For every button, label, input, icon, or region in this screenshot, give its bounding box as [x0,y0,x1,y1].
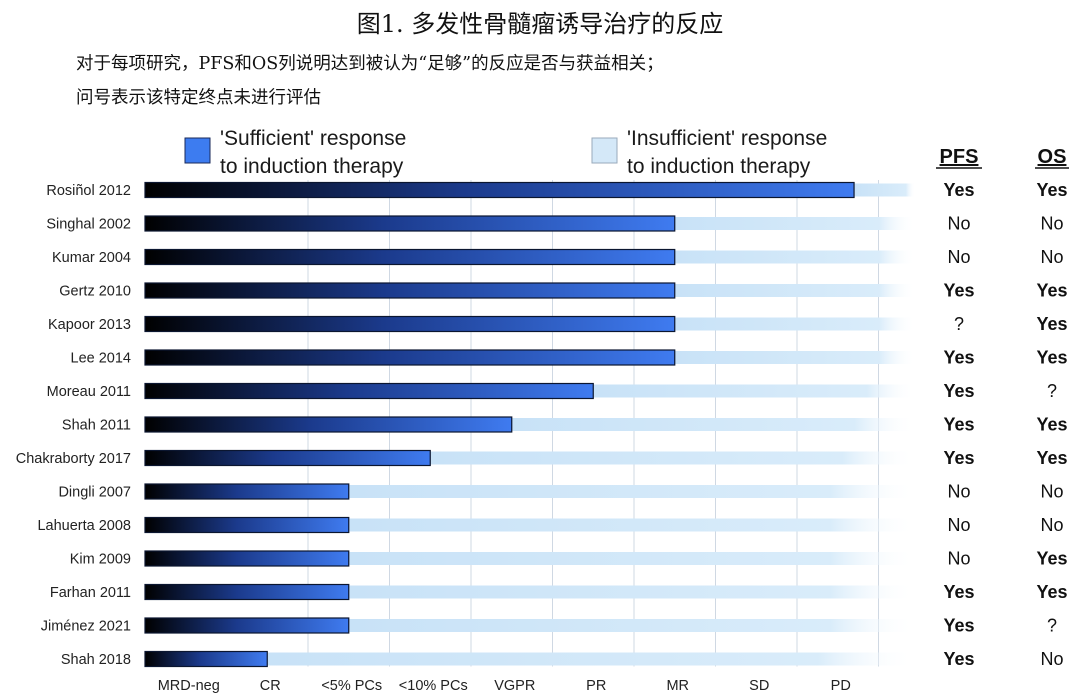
pfs-value: Yes [943,348,974,368]
bar-insufficient [854,183,915,197]
tick-label: PD [831,678,851,694]
legend: 'Sufficient' response to induction thera… [184,127,827,178]
page-title: 图1. 多发性骨髓瘤诱导治疗的反应 [356,10,724,38]
bar-sufficient [144,650,268,668]
bar-sufficient [144,583,350,601]
study-label: Shah 2011 [62,418,131,434]
tick-label: MRD-neg [158,678,220,694]
bar-insufficient [511,418,915,431]
bar-insufficient [348,585,915,599]
study-label: Farhan 2011 [50,585,131,601]
tick-label: CR [260,678,281,694]
bar-sufficient [144,550,350,567]
os-value: Yes [1036,314,1067,334]
subtitle-line-1: 对于每项研究，PFS和OS列说明达到被认为“足够”的反应是否与获益相关； [76,54,664,74]
pfs-value: No [947,214,970,234]
study-label: Rosiñol 2012 [46,183,131,199]
os-value: Yes [1036,549,1067,569]
pfs-value: No [947,549,970,569]
pfs-value: Yes [943,448,974,468]
study-label: Kumar 2004 [52,250,131,266]
os-value: Yes [1036,448,1067,468]
subtitle-line-2: 问号表示该特定终点未进行评估 [76,88,321,108]
pfs-value: Yes [943,381,974,401]
legend-swatch-sufficient [184,137,211,164]
bar-sufficient [144,215,676,232]
study-label: Shah 2018 [61,652,131,668]
study-label: Chakraborty 2017 [16,451,131,467]
legend-swatch-insufficient [591,137,618,164]
bar-sufficient [144,483,350,500]
os-value: Yes [1036,348,1067,368]
bar-insufficient [674,217,915,230]
bar-sufficient [144,449,431,467]
pfs-value: No [947,247,970,267]
column-header-os: OS [1038,146,1067,168]
pfs-value: Yes [943,582,974,602]
pfs-value: Yes [943,649,974,669]
study-rows: Rosiñol 2012 Yes Yes Singhal 2002 No No Kumar … [16,180,1068,669]
pfs-value: Yes [943,180,974,200]
bar-insufficient [430,451,915,465]
bar-insufficient [348,518,915,532]
bar-insufficient [348,485,915,498]
study-label: Jiménez 2021 [41,619,131,635]
pfs-value: No [947,515,970,535]
legend-insufficient-line1: 'Insufficient' response [627,127,827,150]
pfs-value: Yes [943,616,974,636]
os-value: Yes [1036,180,1067,200]
study-label: Moreau 2011 [47,384,131,400]
legend-sufficient-line2: to induction therapy [220,155,404,178]
study-label: Kapoor 2013 [48,317,131,333]
os-value: Yes [1036,415,1067,435]
bar-sufficient [144,617,350,634]
tick-label: VGPR [494,678,535,694]
os-value: Yes [1036,281,1067,301]
os-value: ? [1047,616,1057,636]
os-value: No [1040,247,1063,267]
bar-sufficient [144,181,855,199]
tick-label: SD [749,678,769,694]
legend-sufficient-line1: 'Sufficient' response [220,127,406,150]
study-label: Kim 2009 [70,552,131,568]
bar-insufficient [674,250,915,264]
pfs-value: ? [954,314,964,334]
bar-sufficient [144,516,350,534]
os-value: No [1040,515,1063,535]
tick-label: <5% PCs [321,678,382,694]
pfs-value: Yes [943,281,974,301]
bar-insufficient [348,552,915,565]
bar-insufficient [593,384,915,398]
os-value: No [1040,482,1063,502]
bar-sufficient [144,248,676,266]
bar-sufficient [144,416,513,433]
os-value: No [1040,214,1063,234]
pfs-value: Yes [943,415,974,435]
bar-insufficient [348,619,915,632]
tick-label: <10% PCs [399,678,468,694]
study-label: Singhal 2002 [46,217,131,233]
bar-insufficient [674,351,915,364]
bar-insufficient [674,284,915,297]
bar-sufficient [144,382,594,400]
bar-sufficient [144,282,676,299]
tick-label: PR [586,678,606,694]
x-axis-tick-labels: MRD-neg CR <5% PCs <10% PCs VGPR PR MR SD PD [158,678,851,694]
study-label: Lee 2014 [71,351,131,367]
os-value: No [1040,649,1063,669]
pfs-value: No [947,482,970,502]
os-value: Yes [1036,582,1067,602]
os-value: ? [1047,381,1057,401]
bar-insufficient [674,317,915,331]
bar-sufficient [144,315,676,333]
bar-sufficient [144,349,676,366]
column-header-pfs: PFS [940,146,979,168]
study-label: Gertz 2010 [59,284,131,300]
bar-insufficient [267,652,915,666]
study-label: Dingli 2007 [58,485,131,501]
tick-label: MR [666,678,689,694]
legend-insufficient-line2: to induction therapy [627,155,811,178]
study-label: Lahuerta 2008 [37,518,131,534]
